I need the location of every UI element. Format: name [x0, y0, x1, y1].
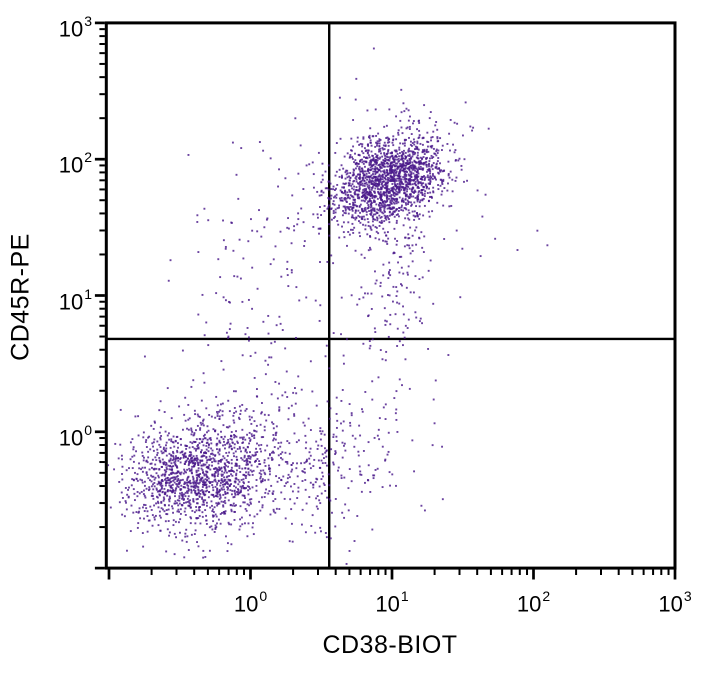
x-tick-label: 103	[658, 588, 692, 617]
y-axis-title: CD45R-PE	[6, 233, 35, 361]
y-tick-label: 101	[58, 285, 92, 314]
x-tick-label: 100	[233, 588, 268, 617]
y-tick-label: 103	[58, 12, 92, 42]
x-tick-label: 102	[516, 588, 551, 617]
x-axis-title: CD38-BIOT	[322, 631, 458, 659]
y-tick-label: 100	[58, 421, 92, 451]
y-tick-label: 102	[58, 149, 92, 178]
x-tick-label: 101	[375, 588, 409, 617]
